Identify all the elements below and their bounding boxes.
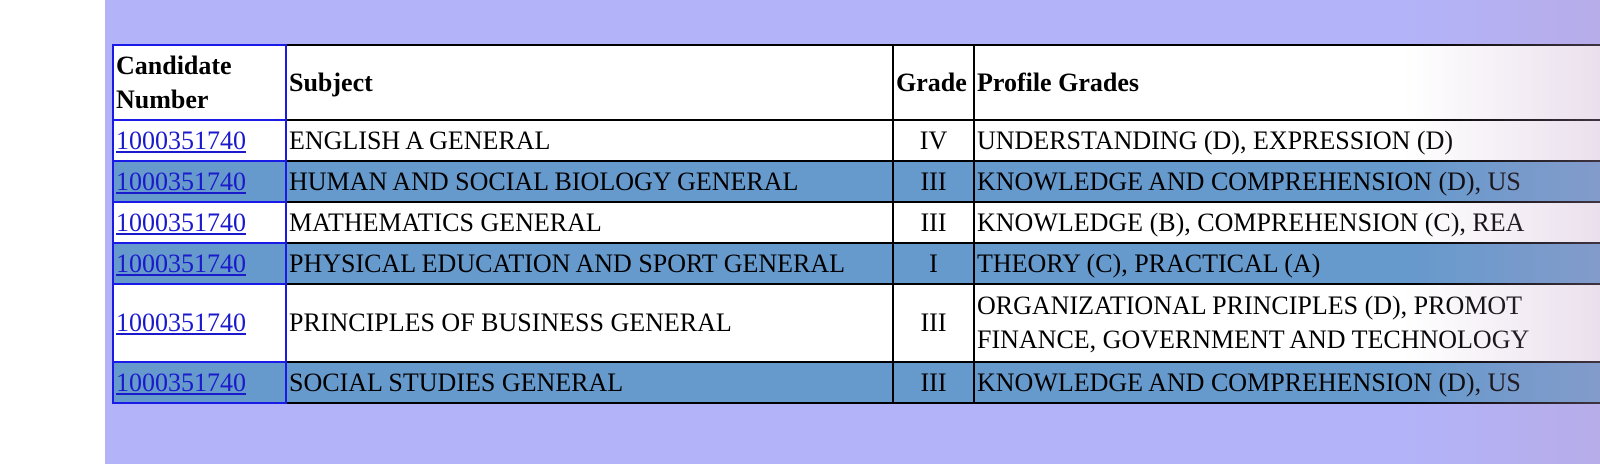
- profile-grades-cell: UNDERSTANDING (D), EXPRESSION (D): [973, 119, 1600, 162]
- profile-grades-cell: KNOWLEDGE AND COMPREHENSION (D), US: [973, 160, 1600, 203]
- profile-grades-line: ORGANIZATIONAL PRINCIPLES (D), PROMOT: [977, 291, 1523, 320]
- candidate-link[interactable]: 1000351740: [116, 248, 246, 278]
- grade-cell: III: [892, 160, 975, 203]
- subject-cell: PHYSICAL EDUCATION AND SPORT GENERAL: [285, 242, 894, 285]
- table-row: 1000351740 SOCIAL STUDIES GENERAL III KNOWL…: [112, 361, 1600, 404]
- table-row: 1000351740 PHYSICAL EDUCATION AND SPORT G…: [112, 242, 1600, 285]
- candidate-cell: 1000351740: [112, 201, 287, 244]
- grade-cell: III: [892, 283, 975, 363]
- table-row: 1000351740 PRINCIPLES OF BUSINESS GENERAL…: [112, 283, 1600, 363]
- grade-cell: IV: [892, 119, 975, 162]
- profile-grades-line: UNDERSTANDING (D), EXPRESSION (D): [977, 125, 1454, 155]
- candidate-link[interactable]: 1000351740: [116, 166, 246, 196]
- grade-cell: I: [892, 242, 975, 285]
- profile-grades-line: KNOWLEDGE (B), COMPREHENSION (C), REA: [977, 207, 1525, 237]
- page-background: Candidate Number Subject Grade Profile G…: [105, 0, 1600, 464]
- profile-grades-cell: ORGANIZATIONAL PRINCIPLES (D), PROMOT FIN…: [973, 283, 1600, 363]
- grade-cell: III: [892, 361, 975, 404]
- candidate-cell: 1000351740: [112, 242, 287, 285]
- header-row: Candidate Number Subject Grade Profile G…: [112, 44, 1600, 121]
- profile-grades-cell: THEORY (C), PRACTICAL (A): [973, 242, 1600, 285]
- profile-grades-line: KNOWLEDGE AND COMPREHENSION (D), US: [977, 367, 1521, 397]
- table-body: 1000351740 ENGLISH A GENERAL IV UNDERSTANDI…: [112, 119, 1600, 404]
- results-table: Candidate Number Subject Grade Profile G…: [112, 44, 1600, 404]
- candidate-cell: 1000351740: [112, 119, 287, 162]
- profile-grades-line: FINANCE, GOVERNMENT AND TECHNOLOGY: [977, 325, 1530, 354]
- header-cell: Subject: [285, 44, 894, 121]
- header-cell: Grade: [892, 44, 975, 121]
- grade-cell: III: [892, 201, 975, 244]
- candidate-link[interactable]: 1000351740: [116, 308, 246, 337]
- header-cell: Profile Grades: [973, 44, 1600, 121]
- subject-cell: PRINCIPLES OF BUSINESS GENERAL: [285, 283, 894, 363]
- header-cell: Candidate Number: [112, 44, 287, 121]
- candidate-cell: 1000351740: [112, 283, 287, 363]
- subject-cell: HUMAN AND SOCIAL BIOLOGY GENERAL: [285, 160, 894, 203]
- profile-grades-line: THEORY (C), PRACTICAL (A): [977, 248, 1321, 278]
- candidate-link[interactable]: 1000351740: [116, 125, 246, 155]
- candidate-link[interactable]: 1000351740: [116, 367, 246, 397]
- profile-grades-cell: KNOWLEDGE AND COMPREHENSION (D), US: [973, 361, 1600, 404]
- candidate-link[interactable]: 1000351740: [116, 207, 246, 237]
- table-row: 1000351740 HUMAN AND SOCIAL BIOLOGY GENER…: [112, 160, 1600, 203]
- subject-cell: ENGLISH A GENERAL: [285, 119, 894, 162]
- subject-cell: MATHEMATICS GENERAL: [285, 201, 894, 244]
- table-row: 1000351740 MATHEMATICS GENERAL III KNOWLEDG…: [112, 201, 1600, 244]
- candidate-cell: 1000351740: [112, 160, 287, 203]
- profile-grades-cell: KNOWLEDGE (B), COMPREHENSION (C), REA: [973, 201, 1600, 244]
- subject-cell: SOCIAL STUDIES GENERAL: [285, 361, 894, 404]
- profile-grades-line: KNOWLEDGE AND COMPREHENSION (D), US: [977, 166, 1521, 196]
- table-row: 1000351740 ENGLISH A GENERAL IV UNDERSTANDI…: [112, 119, 1600, 162]
- candidate-cell: 1000351740: [112, 361, 287, 404]
